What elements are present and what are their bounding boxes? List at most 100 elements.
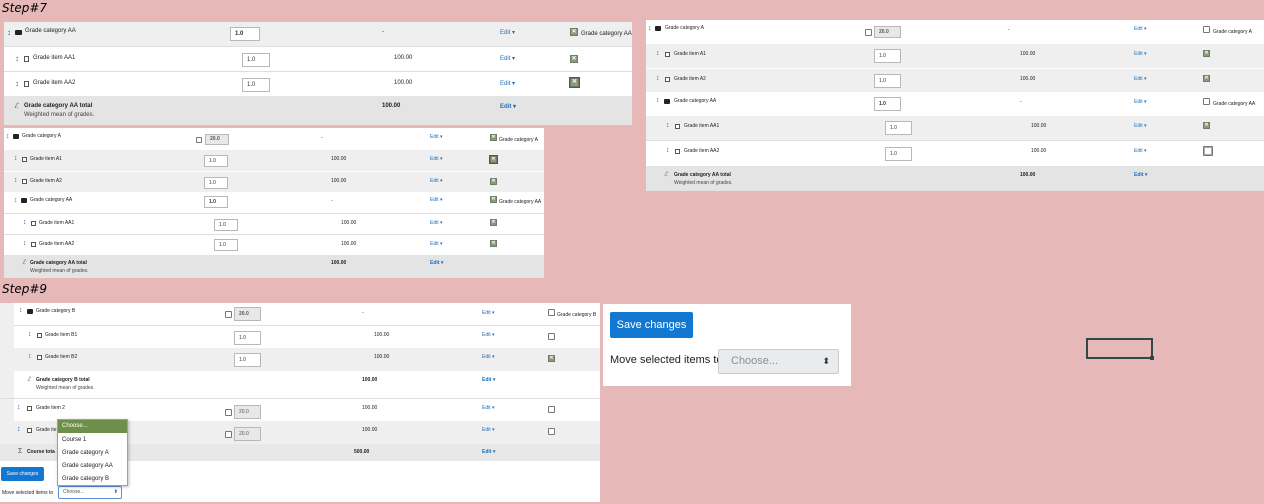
select-checkbox[interactable] <box>1203 146 1213 156</box>
weight-input[interactable]: 20.0 <box>874 26 901 38</box>
weight-input[interactable]: 1.0 <box>204 177 228 189</box>
weight-input[interactable]: 1.0 <box>874 49 901 63</box>
dropdown-option-selected[interactable]: Choose... <box>58 420 127 433</box>
weight-input[interactable]: 1.0 <box>234 353 261 367</box>
weight-input[interactable]: 1.0 <box>234 331 261 345</box>
dropdown-option[interactable]: Grade category AA <box>62 463 113 469</box>
select-checkbox[interactable]: ✕ <box>1203 75 1210 82</box>
weight-input[interactable]: 20.0 <box>205 134 229 145</box>
drag-handle-icon[interactable]: ↕ <box>28 353 32 360</box>
select-checkbox[interactable]: ✕ <box>570 28 578 36</box>
aggregation-label: Weighted mean of grades. <box>674 180 733 186</box>
drag-handle-icon[interactable]: ↕ <box>23 219 27 226</box>
edit-menu[interactable]: Edit ▾ <box>430 197 443 203</box>
edit-menu[interactable]: Edit ▾ <box>430 156 443 162</box>
select-checkbox[interactable]: ✕ <box>490 196 497 203</box>
drag-handle-icon[interactable]: ↕ <box>28 331 32 338</box>
edit-menu[interactable]: Edit ▾ <box>1134 99 1147 105</box>
edit-menu[interactable]: Edit ▾ <box>1134 51 1147 57</box>
dropdown-option[interactable]: Grade category A <box>62 450 109 456</box>
select-checkbox[interactable]: ✕ <box>548 355 555 362</box>
dropdown-option[interactable]: Course 1 <box>62 437 87 443</box>
drag-handle-icon[interactable]: ↕ <box>15 54 19 63</box>
edit-menu[interactable]: Edit ▾ <box>1134 26 1147 32</box>
weight-input[interactable]: 1.0 <box>204 155 228 167</box>
weight-input[interactable]: 20.0 <box>234 307 261 321</box>
select-checkbox[interactable]: ✕ <box>490 219 497 226</box>
drag-handle-icon[interactable]: ↕ <box>23 240 27 247</box>
drag-handle-icon[interactable]: ↕ <box>14 177 18 184</box>
weight-input[interactable]: 1.0 <box>204 196 228 208</box>
select-checkbox[interactable] <box>548 309 555 316</box>
select-checkbox[interactable] <box>196 137 202 143</box>
save-changes-button[interactable]: Save changes <box>610 312 693 338</box>
edit-menu[interactable]: Edit ▾ <box>1134 123 1147 129</box>
select-checkbox[interactable] <box>1203 26 1210 33</box>
edit-menu[interactable]: Edit ▾ <box>430 260 444 266</box>
select-checkbox[interactable] <box>225 311 232 318</box>
edit-menu[interactable]: Edit ▾ <box>482 377 496 383</box>
select-checkbox[interactable]: ✕ <box>570 55 578 63</box>
weight-input[interactable]: 1.0 <box>242 78 270 92</box>
weight-input[interactable]: 1.0 <box>874 74 901 88</box>
weight-input[interactable]: 1.0 <box>874 97 901 111</box>
move-select[interactable]: Choose... ⬍ <box>58 486 122 499</box>
weight-input[interactable]: 1.0 <box>242 53 270 67</box>
edit-menu[interactable]: Edit ▾ <box>430 178 443 184</box>
drag-handle-icon[interactable]: ↕ <box>6 133 10 140</box>
select-checkbox[interactable]: ✕ <box>490 240 497 247</box>
move-select[interactable]: Choose... ⬍ <box>718 349 839 374</box>
select-checkbox[interactable] <box>225 409 232 416</box>
edit-menu[interactable]: Edit ▾ <box>1134 76 1147 82</box>
select-checkbox[interactable]: ✕ <box>570 78 579 87</box>
edit-menu[interactable]: Edit ▾ <box>482 449 496 455</box>
drag-handle-icon[interactable]: ↕ <box>15 79 19 88</box>
edit-menu[interactable]: Edit ▾ <box>1134 148 1147 154</box>
drag-handle-icon[interactable]: ↕ <box>19 307 23 314</box>
drag-handle-icon[interactable]: ↕ <box>656 75 660 82</box>
edit-menu[interactable]: Edit ▾ <box>500 81 516 87</box>
drag-handle-icon[interactable]: ↕ <box>656 50 660 57</box>
select-checkbox[interactable] <box>865 29 872 36</box>
edit-menu[interactable]: Edit ▾ <box>482 332 495 338</box>
drag-handle-icon[interactable]: ↕ <box>14 197 18 204</box>
drag-handle-icon[interactable]: ↕ <box>7 28 11 37</box>
edit-menu[interactable]: Edit ▾ <box>1134 172 1148 178</box>
weight-input[interactable]: 20.0 <box>234 427 261 441</box>
select-checkbox[interactable]: ✕ <box>490 178 497 185</box>
select-checkbox[interactable] <box>548 428 555 435</box>
drag-handle-icon[interactable]: ↕ <box>666 147 670 154</box>
edit-menu[interactable]: Edit ▾ <box>482 354 495 360</box>
weight-input[interactable]: 1.0 <box>885 121 912 135</box>
edit-menu[interactable]: Edit ▾ <box>430 241 443 247</box>
save-changes-button[interactable]: Save changes <box>1 467 44 481</box>
drag-handle-icon[interactable]: ↕ <box>17 404 21 411</box>
drag-handle-icon[interactable]: ↕ <box>17 426 21 433</box>
select-checkbox[interactable] <box>548 333 555 340</box>
dropdown-option[interactable]: Grade category B <box>62 476 110 482</box>
drag-handle-icon[interactable]: ↕ <box>14 155 18 162</box>
select-checkbox[interactable]: ✕ <box>1203 122 1210 129</box>
select-checkbox[interactable] <box>1203 98 1210 105</box>
select-checkbox[interactable] <box>225 431 232 438</box>
edit-menu[interactable]: Edit ▾ <box>430 134 443 140</box>
weight-input[interactable]: 1.0 <box>214 219 238 231</box>
drag-handle-icon[interactable]: ↕ <box>656 97 660 104</box>
edit-menu[interactable]: Edit ▾ <box>482 427 495 433</box>
drag-handle-icon[interactable]: ↕ <box>666 122 670 129</box>
edit-menu[interactable]: Edit ▾ <box>482 310 495 316</box>
weight-input[interactable]: 20.0 <box>234 405 261 419</box>
weight-input[interactable]: 1.0 <box>214 239 238 251</box>
weight-input[interactable]: 1.0 <box>230 27 260 41</box>
select-checkbox[interactable]: ✕ <box>490 156 497 163</box>
drag-handle-icon[interactable]: ↕ <box>648 25 652 32</box>
edit-menu[interactable]: Edit ▾ <box>430 220 443 226</box>
edit-menu[interactable]: Edit ▾ <box>500 30 516 36</box>
select-checkbox[interactable]: ✕ <box>1203 50 1210 57</box>
weight-input[interactable]: 1.0 <box>885 147 912 161</box>
edit-menu[interactable]: Edit ▾ <box>500 56 516 62</box>
select-checkbox[interactable] <box>548 406 555 413</box>
edit-menu[interactable]: Edit ▾ <box>500 104 517 110</box>
edit-menu[interactable]: Edit ▾ <box>482 405 495 411</box>
select-checkbox[interactable]: ✕ <box>490 134 497 141</box>
